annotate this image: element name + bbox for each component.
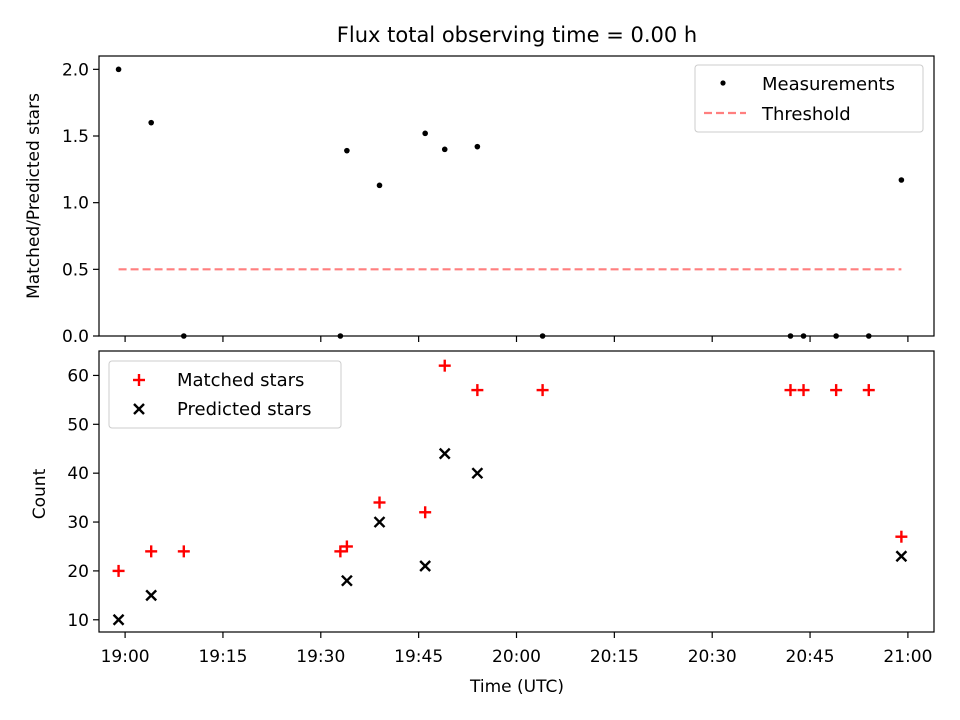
x-tick-label: 20:45 xyxy=(786,647,835,667)
matched-star-point xyxy=(862,384,875,397)
x-tick-label: 19:30 xyxy=(296,647,345,667)
measurement-point xyxy=(337,333,344,339)
matched-star-point xyxy=(438,359,451,372)
legend-matched-label: Matched stars xyxy=(177,370,304,391)
matched-star-point xyxy=(177,545,190,558)
matched-star-point xyxy=(471,384,484,397)
ratio-legend: Measurements Threshold xyxy=(694,64,924,133)
x-tick-label: 20:15 xyxy=(590,647,639,667)
ratio-y-axis: 0.0 0.5 1.0 1.5 2.0 xyxy=(62,60,99,347)
predicted-star-point xyxy=(895,550,908,563)
ratio-panel: Matched/Predicted stars 0.00.51.01.52.0 … xyxy=(24,55,935,347)
count-y-tick-label: 60 xyxy=(67,366,89,386)
count-y-tick-label: 10 xyxy=(67,611,89,631)
measurement-point xyxy=(833,333,839,339)
count-legend: Matched stars Predicted stars xyxy=(108,360,342,429)
predicted-star-point xyxy=(341,574,353,587)
ratio-marks xyxy=(115,66,905,339)
measurement-point xyxy=(181,333,187,339)
measurement-point xyxy=(787,333,794,339)
count-marks xyxy=(112,359,908,626)
ratio-legend-box xyxy=(694,64,924,133)
x-tick-label: 20:00 xyxy=(492,647,541,667)
matched-star-point xyxy=(830,384,843,397)
count-panel: Count Time (UTC) 10 20 30 40 50 60 19:00 19:15… xyxy=(30,350,935,697)
measurement-point xyxy=(898,177,905,183)
measurement-point xyxy=(115,66,122,73)
measurement-point xyxy=(148,119,154,126)
matched-star-point xyxy=(373,496,386,509)
matched-star-point xyxy=(536,384,549,397)
legend-measurements-marker xyxy=(720,80,726,86)
ratio-y-tick-label: 0.0 xyxy=(62,327,89,347)
x-tick-label: 19:15 xyxy=(198,647,247,667)
predicted-star-point xyxy=(471,467,484,480)
matched-star-point xyxy=(334,545,347,558)
ratio-y-tick-label: 2.0 xyxy=(62,60,89,80)
measurement-point xyxy=(376,182,383,189)
legend-threshold-label: Threshold xyxy=(761,104,851,125)
count-legend-box xyxy=(108,360,342,429)
predicted-star-point xyxy=(419,560,432,572)
predicted-star-point xyxy=(145,589,158,602)
ratio-y-axis-label: Matched/Predicted stars xyxy=(24,93,44,299)
x-tick-label: 21:00 xyxy=(883,647,932,667)
legend-measurements-label: Measurements xyxy=(762,74,895,95)
ratio-y-tick-label: 1.0 xyxy=(62,194,89,214)
x-tick-label: 19:45 xyxy=(394,647,443,667)
count-y-tick-label: 20 xyxy=(67,562,89,582)
measurement-point xyxy=(800,333,807,339)
measurement-point xyxy=(441,146,448,153)
measurement-point xyxy=(422,130,428,137)
measurement-point xyxy=(344,147,350,154)
predicted-star-point xyxy=(373,516,386,528)
matched-star-point xyxy=(340,540,353,553)
measurement-point xyxy=(539,333,546,339)
matched-star-point xyxy=(419,506,432,519)
x-axis-label: Time (UTC) xyxy=(469,677,564,697)
matched-star-point xyxy=(145,545,158,558)
count-y-tick-label: 50 xyxy=(67,415,89,435)
measurement-point xyxy=(865,333,872,339)
count-y-tick-label: 30 xyxy=(67,513,89,533)
ratio-x-axis xyxy=(124,336,909,342)
matched-star-point xyxy=(784,384,797,397)
matched-star-point xyxy=(797,384,810,397)
legend-predicted-label: Predicted stars xyxy=(177,399,311,420)
x-tick-label: 20:30 xyxy=(688,647,737,667)
legend-predicted-marker xyxy=(133,403,145,415)
matched-star-point xyxy=(112,564,125,577)
x-tick-label: 19:00 xyxy=(101,647,150,667)
ratio-y-tick-label: 0.5 xyxy=(62,260,89,280)
count-y-tick-label: 40 xyxy=(67,464,89,484)
matched-star-point xyxy=(895,530,908,543)
count-y-axis-label: Count xyxy=(30,468,50,519)
ratio-y-tick-label: 1.5 xyxy=(62,127,89,147)
count-y-axis: 10 20 30 40 50 60 xyxy=(67,366,99,631)
predicted-star-point xyxy=(112,613,125,626)
count-x-axis: 19:00 19:15 19:30 19:45 20:00 20:15 20:30 20:45… xyxy=(101,632,932,667)
measurement-point xyxy=(474,143,481,150)
chart-title: Flux total observing time = 0.00 h xyxy=(337,23,697,47)
predicted-star-point xyxy=(438,447,451,460)
legend-matched-marker xyxy=(133,374,145,386)
